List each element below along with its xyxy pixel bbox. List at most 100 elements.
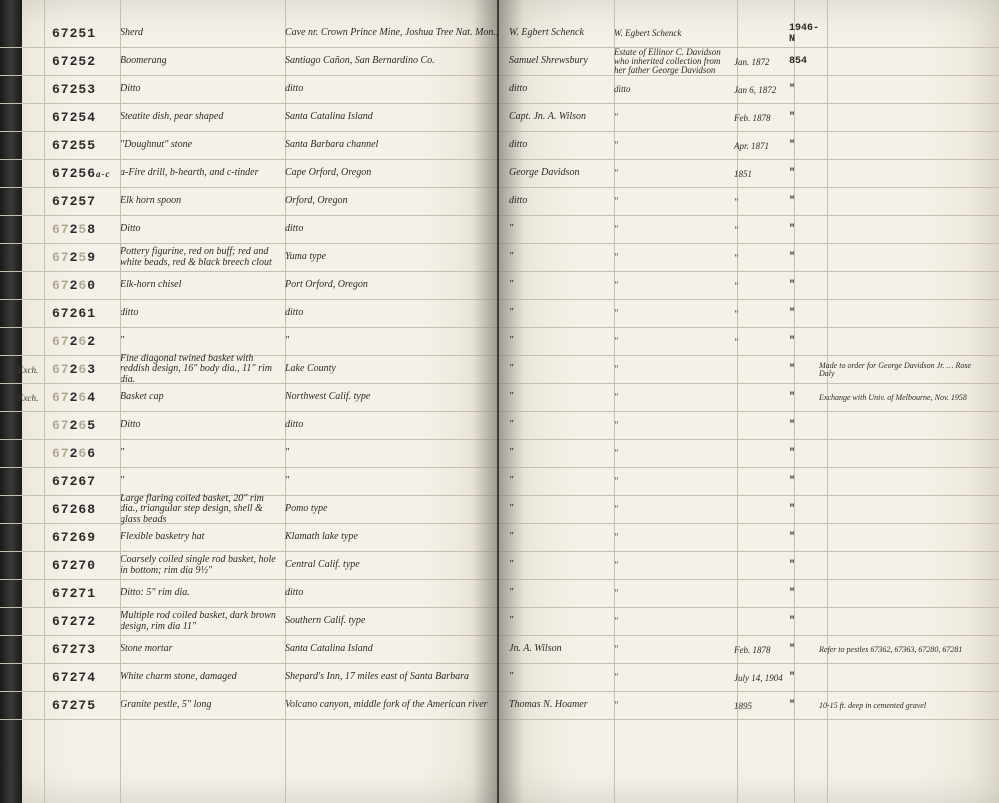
date: 1851 <box>734 169 789 179</box>
collector: George Davidson <box>509 168 614 179</box>
collector: " <box>509 252 614 263</box>
object-description: Ditto <box>120 420 285 431</box>
locality: Northwest Calif. type <box>285 392 370 403</box>
locality: Pomo type <box>285 504 328 515</box>
owner: W. Egbert Schenck <box>614 29 734 38</box>
owner: " <box>614 337 734 346</box>
date: " <box>734 337 789 347</box>
locality: Yuma type <box>285 252 326 263</box>
object-description: White charm stone, damaged <box>120 672 285 683</box>
ledger-row: 67252 Boomerang Santiago Cañon, San Bern… <box>0 48 497 76</box>
catalog-number: 67270 <box>52 558 120 573</box>
owner: " <box>614 365 734 374</box>
accession: " <box>789 364 819 375</box>
right-rows: W. Egbert Schenck W. Egbert Schenck 1946… <box>499 20 999 720</box>
collector: " <box>509 420 614 431</box>
remarks: 10-15 ft. deep in cemented gravel <box>819 702 984 710</box>
date: " <box>734 281 789 291</box>
ledger-row: 67256a-c a-Fire drill, b-hearth, and c-t… <box>0 160 497 188</box>
accession: " <box>789 476 819 487</box>
date: Feb. 1878 <box>734 645 789 655</box>
ledger-row: ditto " " " <box>499 188 999 216</box>
left-page: 67251 Sherd Cave nr. Crown Prince Mine, … <box>0 0 499 803</box>
accession: " <box>789 420 819 431</box>
locality: Klamath lake type <box>285 532 358 543</box>
ledger-row: " " " <box>499 496 999 524</box>
ledger-row: " " " " <box>499 216 999 244</box>
date: Apr. 1871 <box>734 141 789 151</box>
accession: " <box>789 196 819 207</box>
accession: " <box>789 588 819 599</box>
ledger-row: 67257 Elk horn spoon Orford, Oregon <box>0 188 497 216</box>
date: July 14, 1904 <box>734 673 789 683</box>
collector: " <box>509 392 614 403</box>
collector: " <box>509 308 614 319</box>
locality: Santa Barbara channel <box>285 140 378 151</box>
ledger-row: 67261 ditto ditto <box>0 300 497 328</box>
remarks: Exchange with Univ. of Melbourne, Nov. 1… <box>819 394 984 402</box>
ledger-row: 67260 Elk-horn chisel Port Orford, Orego… <box>0 272 497 300</box>
locality: Cape Orford, Oregon <box>285 168 371 179</box>
object-description: Boomerang <box>120 56 285 67</box>
ledger-row: " " " Exchange with Univ. of Melbourne, … <box>499 384 999 412</box>
margin-note: Exch. <box>18 365 38 375</box>
owner: ditto <box>614 85 734 94</box>
right-page: W. Egbert Schenck W. Egbert Schenck 1946… <box>499 0 999 803</box>
catalog-number: 67259 <box>52 250 120 265</box>
accession: " <box>789 560 819 571</box>
collector: Capt. Jn. A. Wilson <box>509 112 614 123</box>
catalog-number: 67263 <box>52 362 120 377</box>
collector: " <box>509 448 614 459</box>
object-description: " <box>120 476 285 487</box>
ledger-row: Capt. Jn. A. Wilson " Feb. 1878 " <box>499 104 999 132</box>
ledger-row: 67268 Large flaring coiled basket, 20" r… <box>0 496 497 524</box>
catalog-number: 67275 <box>52 698 120 713</box>
owner: " <box>614 281 734 290</box>
ledger-row: Samuel Shrewsbury Estate of Ellinor C. D… <box>499 48 999 76</box>
ledger-row: 67258 Ditto ditto <box>0 216 497 244</box>
object-description: Ditto <box>120 84 285 95</box>
catalog-number: 67269 <box>52 530 120 545</box>
object-description: Coarsely coiled single rod basket, hole … <box>120 555 285 576</box>
ledger-row: Thomas N. Hoamer " 1895 " 10-15 ft. deep… <box>499 692 999 720</box>
owner: " <box>614 477 734 486</box>
locality: ditto <box>285 84 303 95</box>
ledger-row: 67275 Granite pestle, 5" long Volcano ca… <box>0 692 497 720</box>
collector: " <box>509 364 614 375</box>
collector: Thomas N. Hoamer <box>509 700 614 711</box>
owner: Estate of Ellinor C. Davidson who inheri… <box>614 48 734 75</box>
ledger-row: George Davidson " 1851 " <box>499 160 999 188</box>
accession: " <box>789 168 819 179</box>
collector: " <box>509 532 614 543</box>
collector: " <box>509 476 614 487</box>
object-description: Basket cap <box>120 392 285 403</box>
accession: " <box>789 616 819 627</box>
ledger-row: " " " <box>499 524 999 552</box>
collector: Jn. A. Wilson <box>509 644 614 655</box>
ledger-row: ditto ditto Jan 6, 1872 " <box>499 76 999 104</box>
catalog-number: 67262 <box>52 334 120 349</box>
catalog-number: 67251 <box>52 26 120 41</box>
locality: " <box>285 336 289 347</box>
ledger-row: 67262 " " <box>0 328 497 356</box>
accession: " <box>789 308 819 319</box>
collector: " <box>509 672 614 683</box>
ledger-row: W. Egbert Schenck W. Egbert Schenck 1946… <box>499 20 999 48</box>
collector: " <box>509 588 614 599</box>
ledger-row: 67266 " " <box>0 440 497 468</box>
catalog-number: 67252 <box>52 54 120 69</box>
ledger-row: 67251 Sherd Cave nr. Crown Prince Mine, … <box>0 20 497 48</box>
accession: " <box>789 504 819 515</box>
collector: ditto <box>509 140 614 151</box>
object-description: Ditto <box>120 224 285 235</box>
object-description: " <box>120 448 285 459</box>
catalog-number: 67255 <box>52 138 120 153</box>
ledger-row: " " " <box>499 580 999 608</box>
ledger-row: " " " <box>499 608 999 636</box>
accession: " <box>789 644 819 655</box>
collector: ditto <box>509 196 614 207</box>
accession: 1946-N <box>789 23 819 45</box>
owner: " <box>614 589 734 598</box>
locality: ditto <box>285 420 303 431</box>
accession: " <box>789 700 819 711</box>
